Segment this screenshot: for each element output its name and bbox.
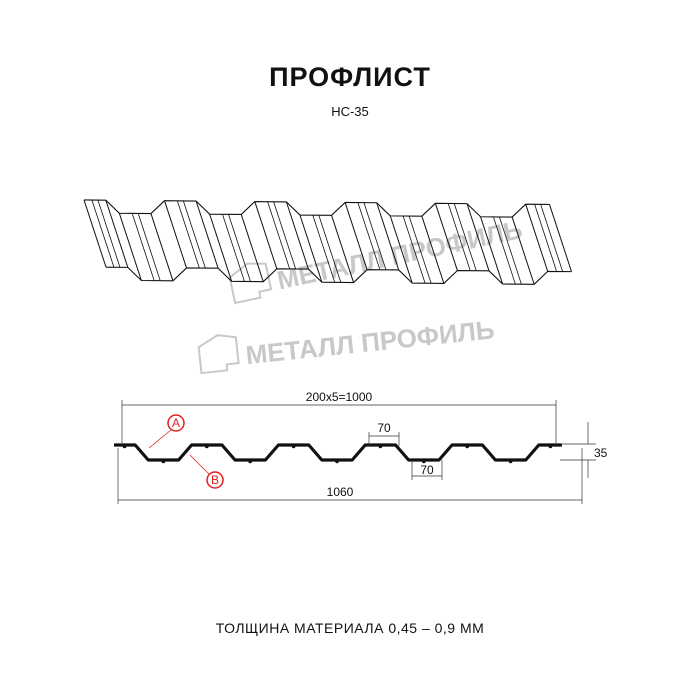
sheet-stiffener-line bbox=[447, 203, 471, 271]
sheet-stiffener-line bbox=[312, 214, 336, 283]
marker-b-circle bbox=[206, 471, 224, 489]
stiffener-rib bbox=[548, 444, 553, 449]
sheet-stiffener-line bbox=[228, 214, 251, 282]
sheet-bottom-edge bbox=[105, 266, 572, 285]
marker-a-label: A bbox=[172, 416, 180, 430]
top-width-label: 70 bbox=[377, 421, 391, 435]
sheet-fold-line bbox=[299, 214, 323, 283]
sheet-fold-line bbox=[240, 214, 264, 282]
sheet-stiffener-line bbox=[137, 213, 161, 281]
sheet-top-edge bbox=[83, 199, 550, 218]
sheet-fold-line bbox=[285, 201, 309, 270]
sheet-stiffener-line bbox=[273, 201, 296, 269]
stiffener-rib bbox=[122, 444, 127, 449]
watermark-text: МЕТАЛЛ ПРОФИЛЬ bbox=[274, 214, 525, 295]
material-thickness: ТОЛЩИНА МАТЕРИАЛА 0,45 – 0,9 ММ bbox=[215, 620, 485, 636]
sheet-stiffener-line bbox=[97, 199, 121, 268]
sheet-stiffener-line bbox=[453, 203, 477, 271]
stiffener-rib bbox=[161, 459, 166, 464]
sheet-stiffener-line bbox=[498, 216, 522, 285]
sheet-stiffener-line bbox=[540, 204, 563, 272]
sheet-fold-line bbox=[549, 204, 572, 272]
stiffener-rib bbox=[291, 444, 296, 449]
height-label: 35 bbox=[594, 446, 608, 460]
marker-b-leader bbox=[189, 454, 210, 475]
sheet-fold-line bbox=[118, 213, 142, 281]
stiffener-rib bbox=[422, 459, 426, 464]
sheet-stiffener-line bbox=[492, 216, 516, 285]
sheet-fold-line bbox=[344, 202, 368, 270]
page-title: ПРОФЛИСТ bbox=[269, 62, 431, 92]
marker-a-circle bbox=[167, 414, 185, 432]
watermark-emblem-icon bbox=[197, 334, 240, 375]
sheet-fold-line bbox=[83, 199, 107, 268]
sheet-stiffener-line bbox=[182, 200, 206, 269]
bottom-width-label: 70 bbox=[420, 463, 434, 477]
stiffener-rib bbox=[465, 444, 470, 449]
sheet-fold-line bbox=[164, 200, 187, 269]
stiffener-rib bbox=[508, 459, 513, 464]
sheet-stiffener-line bbox=[534, 204, 557, 272]
full-width-label: 1060 bbox=[327, 485, 354, 499]
sheet-stiffener-line bbox=[318, 214, 342, 283]
watermark-logo: МЕТАЛЛ ПРОФИЛЬ bbox=[197, 314, 496, 375]
profile-model: НС-35 bbox=[331, 104, 369, 119]
watermark-text: МЕТАЛЛ ПРОФИЛЬ bbox=[244, 314, 496, 370]
stiffener-rib bbox=[248, 459, 252, 464]
profile-section-line bbox=[114, 443, 562, 462]
sheet-fold-line bbox=[511, 216, 535, 285]
sheet-stiffener-line bbox=[267, 201, 290, 269]
sheet-fold-line bbox=[466, 203, 490, 271]
sheet-stiffener-line bbox=[176, 200, 200, 269]
sheet-fold-line bbox=[195, 200, 219, 269]
sheet-fold-line bbox=[376, 202, 400, 271]
marker-b-label: B bbox=[211, 473, 219, 487]
sheet-fold-line bbox=[150, 213, 174, 281]
sheet-fold-line bbox=[434, 203, 458, 271]
sheet-fold-line bbox=[480, 216, 504, 285]
cross-section-view bbox=[114, 400, 596, 504]
sheet-fold-line bbox=[389, 215, 413, 284]
sheet-stiffener-line bbox=[402, 215, 426, 284]
sheet-fold-line bbox=[254, 201, 278, 269]
watermark-emblem-icon bbox=[228, 262, 273, 305]
sheet-fold-line bbox=[331, 215, 355, 283]
stiffener-rib bbox=[378, 444, 383, 449]
sheet-stiffener-line bbox=[363, 202, 387, 270]
marker-a-leader bbox=[148, 429, 172, 449]
stiffener-rib bbox=[205, 444, 209, 449]
sheet-fold-line bbox=[525, 204, 549, 272]
sheet-stiffener-line bbox=[222, 214, 245, 282]
sheet-stiffener-line bbox=[131, 213, 155, 281]
dimension-labels: 200x5=1000 70 70 35 1060 A B bbox=[172, 390, 608, 499]
sheet-stiffener-line bbox=[408, 215, 432, 284]
sheet-fold-line bbox=[421, 216, 445, 284]
pitch-dimension-label: 200x5=1000 bbox=[306, 390, 373, 404]
sheet-stiffener-line bbox=[91, 199, 115, 268]
isometric-sheet-view bbox=[83, 199, 572, 285]
stiffener-rib bbox=[335, 459, 339, 464]
sheet-stiffener-line bbox=[357, 202, 381, 270]
sheet-fold-line bbox=[105, 199, 129, 268]
sheet-fold-line bbox=[209, 213, 233, 282]
